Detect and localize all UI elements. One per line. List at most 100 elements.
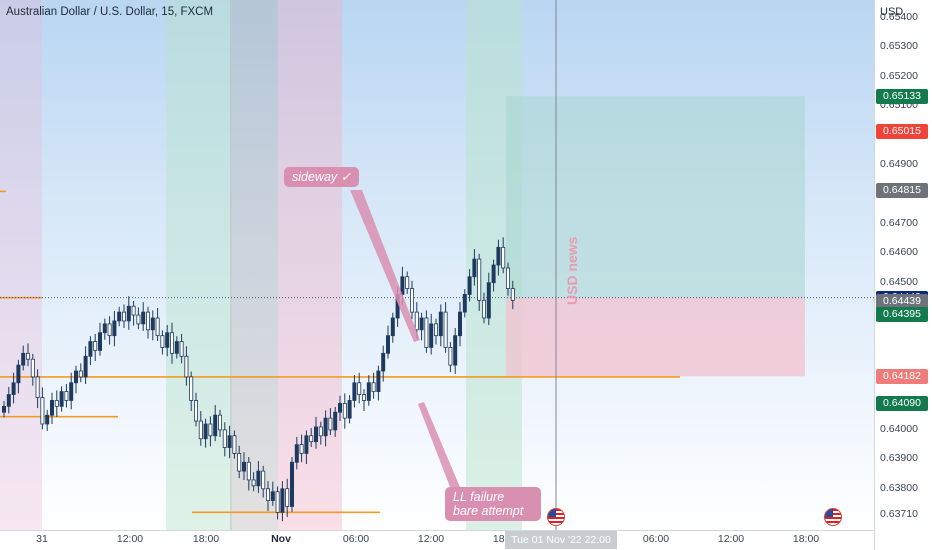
candle-body	[366, 382, 371, 401]
candle-body	[400, 276, 405, 295]
candle-body	[328, 417, 333, 431]
candle-body	[203, 423, 208, 440]
loss-zone	[506, 297, 805, 377]
candle-body	[54, 400, 59, 407]
candle-body	[126, 305, 131, 322]
candle-body	[6, 394, 11, 407]
time-tick-label: 12:00	[417, 533, 445, 545]
candle-body	[64, 391, 69, 401]
candle-body	[467, 276, 472, 295]
candle-body	[342, 402, 347, 419]
candle-body	[35, 376, 40, 398]
price-tick-label: 0.65200	[880, 69, 918, 82]
candle-body	[357, 382, 362, 395]
session-band	[230, 0, 278, 530]
candle-body	[294, 444, 299, 463]
candle-body	[241, 461, 246, 472]
time-axis[interactable]	[0, 530, 874, 550]
candle-body	[169, 332, 174, 354]
candle-body	[30, 358, 35, 378]
candle-body	[453, 335, 458, 366]
candle-body	[25, 352, 30, 360]
candle-body	[448, 347, 453, 366]
price-label-badge: 0.64439	[876, 293, 928, 309]
candle-body	[78, 370, 83, 378]
us-flag-icon[interactable]	[824, 508, 842, 526]
price-tick-label: 0.64500	[880, 275, 918, 288]
candle-body	[222, 429, 227, 448]
candle-body	[107, 323, 112, 337]
candle-body	[174, 341, 179, 354]
candle-body	[333, 411, 338, 431]
candle-body	[381, 352, 386, 372]
price-label-badge: 0.64815	[876, 182, 928, 198]
candle-body	[193, 400, 198, 422]
chart-title: Australian Dollar / U.S. Dollar, 15, FXC…	[6, 6, 214, 18]
sideway-pointer	[350, 190, 420, 342]
ll-failure-callout[interactable]: LL failure bare attempt	[445, 487, 541, 521]
candle-body	[299, 444, 304, 454]
candle-body	[376, 370, 381, 393]
time-tick-label: 06:00	[342, 533, 370, 545]
candle-body	[98, 332, 103, 351]
price-axis-currency: USD	[880, 6, 904, 18]
candle-body	[409, 288, 414, 313]
price-tick-label: 0.63900	[880, 452, 918, 465]
candle-body	[237, 453, 242, 472]
price-tick-label: 0.64000	[880, 422, 918, 435]
candle-body	[198, 420, 203, 440]
price-tick-label: 0.64700	[880, 216, 918, 229]
sideway-callout[interactable]: sideway ✓	[284, 167, 360, 187]
candle-body	[112, 320, 117, 337]
candle-body	[69, 382, 74, 401]
candle-body	[385, 335, 390, 354]
candle-body	[419, 317, 424, 331]
time-tick-label: 31	[36, 533, 48, 545]
candle-body	[414, 311, 419, 331]
session-band	[0, 0, 42, 530]
candle-body	[155, 317, 160, 337]
candle-body	[501, 246, 506, 269]
candle-body	[280, 488, 285, 513]
candle-body	[491, 264, 496, 284]
candle-body	[481, 299, 486, 319]
price-label-badge: 0.65133	[876, 89, 928, 105]
candle-body	[462, 294, 467, 313]
candle-body	[165, 332, 170, 348]
profit-zone	[506, 96, 805, 298]
candle-body	[289, 461, 294, 507]
candle-body	[59, 391, 64, 407]
candle-body	[285, 488, 290, 507]
candle-body	[457, 311, 462, 337]
usd-news-label: USD news	[564, 236, 580, 305]
price-tick-label: 0.65300	[880, 40, 918, 53]
price-label-badge: 0.64395	[876, 306, 928, 322]
candle-body	[74, 370, 79, 384]
us-flag-icon[interactable]	[547, 508, 565, 526]
crosshair-time-label: Tue 01 Nov '22 22:00	[505, 531, 617, 549]
candle-body	[438, 311, 443, 337]
candle-body	[371, 382, 376, 393]
candle-body	[16, 364, 21, 384]
candle-body	[323, 417, 328, 437]
candle-body	[246, 461, 251, 481]
candle-body	[424, 317, 429, 348]
candle-body	[50, 400, 55, 416]
time-tick-label: 12:00	[717, 533, 745, 545]
candle-body	[313, 426, 318, 443]
candle-body	[505, 267, 510, 289]
candle-body	[472, 258, 477, 278]
candle-body	[145, 311, 150, 331]
price-tick-label: 0.64900	[880, 157, 918, 170]
candle-body	[270, 491, 275, 501]
candle-body	[11, 382, 16, 395]
price-tick-label: 0.63800	[880, 481, 918, 494]
session-band	[278, 0, 342, 530]
time-tick-label: 18:00	[192, 533, 220, 545]
candle-body	[2, 405, 7, 413]
candle-body	[45, 414, 50, 425]
candle-body	[405, 276, 410, 289]
candle-body	[337, 402, 342, 413]
